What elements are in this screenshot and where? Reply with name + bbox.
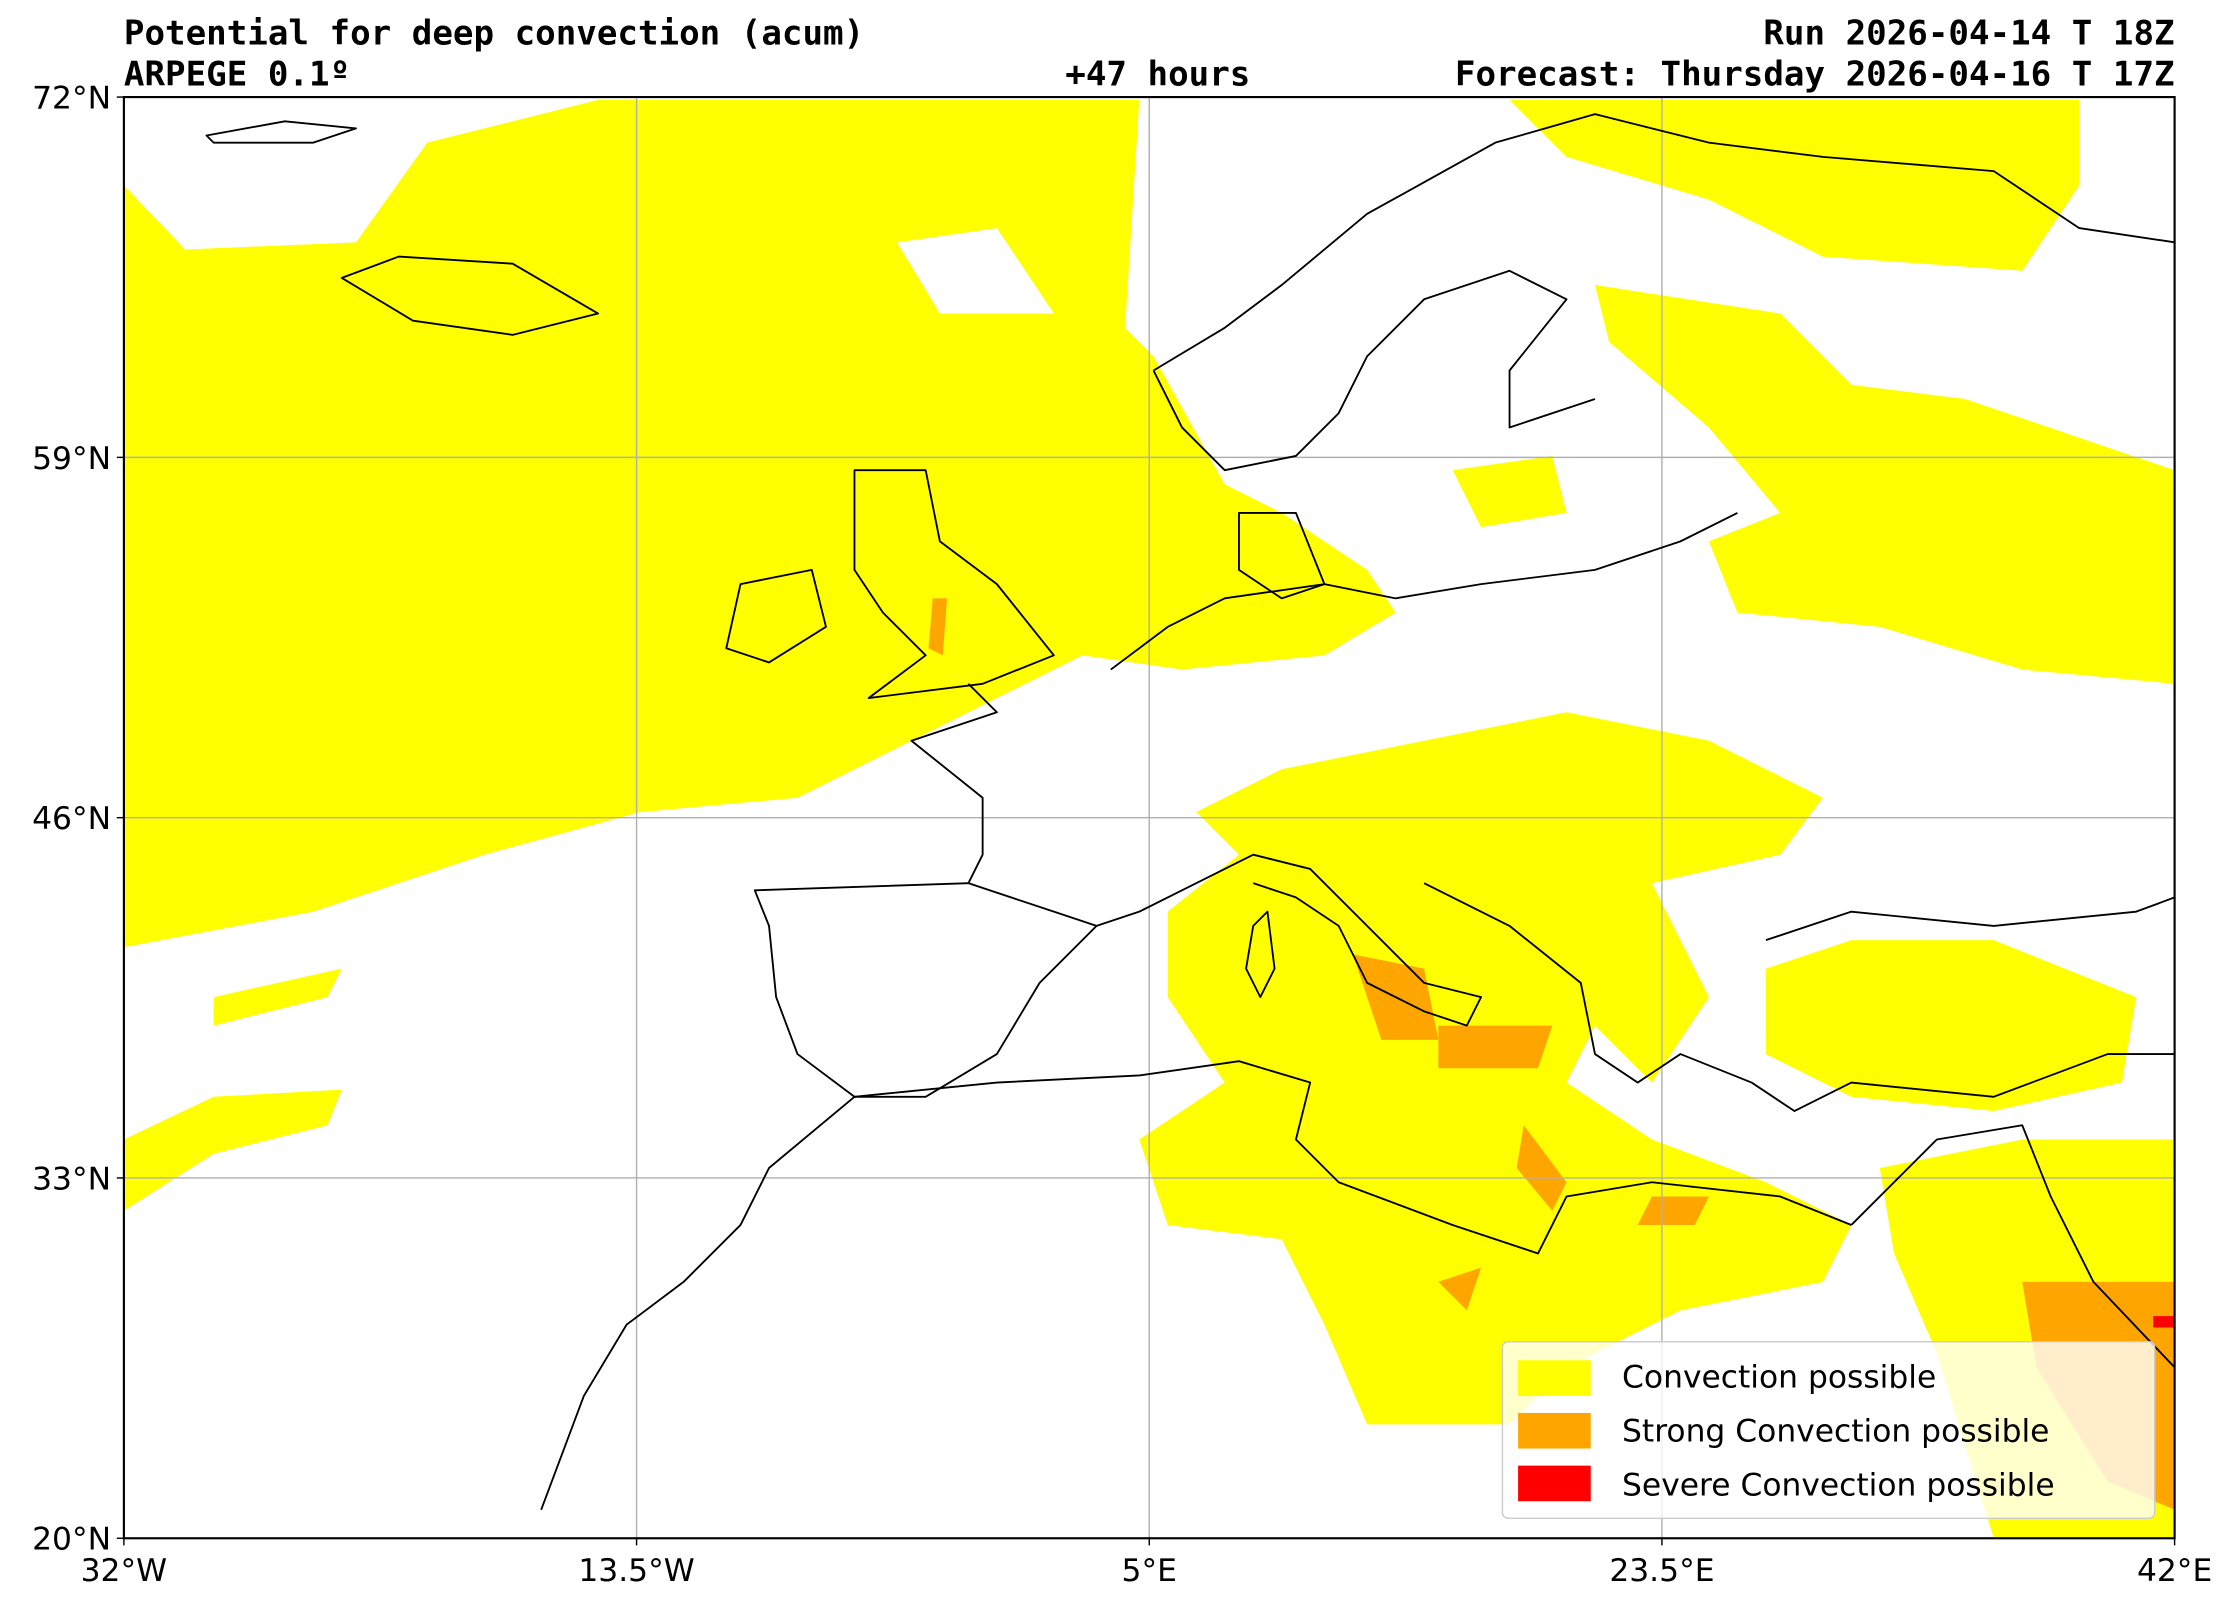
area-mediterranean bbox=[1139, 712, 1852, 1425]
lat-tick-label: 59°N bbox=[32, 441, 111, 477]
run-label: Run 2026-04-14 T 18Z bbox=[1763, 13, 2174, 53]
area-atlantic-south bbox=[123, 1089, 342, 1211]
lat-axis: 72°N 59°N 46°N 33°N 20°N bbox=[32, 80, 124, 1558]
lon-tick-label: 23.5°E bbox=[1609, 1553, 1714, 1589]
lat-tick-label: 20°N bbox=[32, 1522, 111, 1558]
area-scandinavia-north bbox=[1509, 99, 2080, 271]
legend-label: Severe Convection possible bbox=[1622, 1468, 2055, 1504]
legend-swatch-strong bbox=[1518, 1412, 1591, 1449]
legend-label: Convection possible bbox=[1622, 1359, 1936, 1395]
area-russia-west bbox=[1595, 285, 2175, 684]
legend-swatch-severe bbox=[1518, 1465, 1591, 1502]
legend-label: Strong Convection possible bbox=[1622, 1413, 2049, 1449]
lon-tick-label: 5°E bbox=[1122, 1553, 1177, 1589]
legend-swatch-convection bbox=[1518, 1360, 1591, 1396]
severe-convection-areas bbox=[2153, 1316, 2175, 1328]
lon-axis: 32°W 13.5°W 5°E 23.5°E 42°E bbox=[81, 1538, 2212, 1589]
lat-tick-label: 46°N bbox=[32, 801, 111, 837]
graticule bbox=[123, 97, 2175, 1539]
lat-tick-label: 33°N bbox=[32, 1161, 111, 1197]
map-area bbox=[123, 97, 2175, 1539]
map-title: Potential for deep convection (acum) bbox=[124, 13, 864, 53]
model-label: ARPEGE 0.1º bbox=[124, 55, 350, 95]
lon-tick-label: 13.5°W bbox=[578, 1553, 694, 1589]
area-turkey bbox=[1765, 940, 2137, 1112]
lead-time-label: +47 hours bbox=[1065, 55, 1250, 95]
legend: Convection possible Strong Convection po… bbox=[1501, 1341, 2156, 1520]
lat-tick-label: 72°N bbox=[32, 80, 111, 116]
coastlines bbox=[205, 113, 2175, 1511]
lon-tick-label: 42°E bbox=[2137, 1553, 2212, 1589]
forecast-label: Forecast: Thursday 2026-04-16 T 17Z bbox=[1455, 55, 2175, 95]
area-baltic bbox=[1452, 455, 1567, 528]
lon-tick-label: 32°W bbox=[81, 1553, 168, 1589]
area-atlantic bbox=[123, 99, 1396, 948]
area-azores bbox=[213, 968, 342, 1026]
